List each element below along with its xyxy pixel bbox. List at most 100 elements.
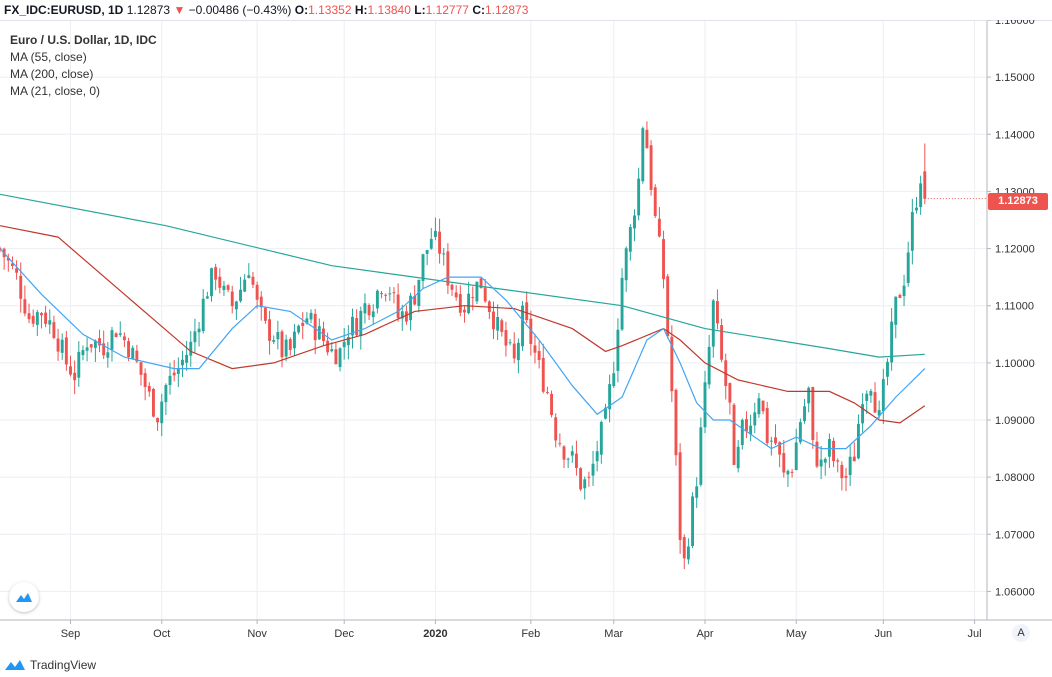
candle-body bbox=[865, 393, 869, 401]
candle-body bbox=[496, 317, 500, 331]
candle-body bbox=[342, 341, 346, 348]
candle-body bbox=[197, 328, 201, 333]
candle-body bbox=[284, 339, 288, 357]
candle-body bbox=[122, 336, 126, 341]
candle-body bbox=[230, 291, 234, 307]
x-tick-label: Nov bbox=[247, 628, 267, 640]
y-tick-label: 1.15000 bbox=[995, 72, 1035, 84]
candle-body bbox=[765, 408, 769, 444]
candle-body bbox=[56, 338, 60, 352]
close-value: 1.12873 bbox=[484, 3, 529, 17]
legend-title[interactable]: Euro / U.S. Dollar, 1D, IDC bbox=[10, 33, 157, 47]
candle-body bbox=[798, 422, 802, 443]
candle-body bbox=[222, 285, 226, 291]
candle-body bbox=[749, 425, 753, 435]
candle-body bbox=[910, 212, 914, 251]
open-label: O: bbox=[294, 3, 309, 17]
candle-body bbox=[736, 446, 740, 469]
low-value: 1.12777 bbox=[425, 3, 469, 17]
candle-body bbox=[305, 318, 309, 324]
candle-body bbox=[467, 293, 471, 314]
candle-body bbox=[15, 268, 19, 273]
footer-brand[interactable]: TradingView bbox=[4, 655, 96, 675]
candle-body bbox=[259, 296, 263, 308]
candle-body bbox=[143, 373, 147, 387]
candle-body bbox=[774, 437, 777, 444]
y-tick-label: 1.10000 bbox=[995, 358, 1035, 370]
tradingview-logo-button[interactable] bbox=[9, 582, 39, 612]
x-tick-label: May bbox=[786, 628, 807, 640]
candle-body bbox=[919, 183, 923, 208]
candle-body bbox=[720, 325, 724, 360]
candle-body bbox=[699, 427, 703, 485]
candle-body bbox=[504, 330, 508, 346]
candle-body bbox=[599, 421, 603, 455]
candle-body bbox=[848, 456, 852, 476]
candle-body bbox=[23, 299, 27, 314]
y-tick-label: 1.11000 bbox=[995, 301, 1034, 313]
tradingview-brand-icon bbox=[5, 660, 25, 670]
candle-body bbox=[425, 250, 429, 254]
candle-body bbox=[662, 239, 665, 280]
candle-body bbox=[886, 361, 889, 377]
candle-body bbox=[60, 339, 64, 353]
candle-body bbox=[214, 267, 218, 280]
y-tick-label: 1.09000 bbox=[995, 415, 1035, 427]
high-label: H: bbox=[354, 3, 368, 17]
candle-body bbox=[363, 303, 367, 314]
candle-body bbox=[81, 350, 85, 356]
symbol-name[interactable]: FX_IDC:EURUSD, 1D bbox=[4, 3, 124, 17]
candle-body bbox=[135, 350, 139, 362]
candle-body bbox=[438, 231, 442, 254]
candle-body bbox=[189, 341, 193, 356]
candle-body bbox=[110, 330, 114, 350]
candle-body bbox=[612, 373, 616, 387]
price-chart[interactable]: 1.06000 1.07000 1.08000 1.09000 1.10000 1.110… bbox=[0, 20, 1052, 655]
candle-body bbox=[52, 322, 56, 338]
auto-scale-button[interactable]: A bbox=[1012, 624, 1030, 642]
legend-ma21[interactable]: MA (21, close, 0) bbox=[10, 84, 101, 98]
candle-body bbox=[429, 238, 433, 249]
candle-body bbox=[869, 391, 873, 396]
candle-body bbox=[562, 446, 566, 460]
candle-body bbox=[492, 311, 495, 330]
candle-body bbox=[276, 332, 280, 340]
ma55-line bbox=[0, 225, 926, 424]
legend-ma55[interactable]: MA (55, close) bbox=[10, 50, 87, 64]
candle-body bbox=[827, 438, 831, 457]
x-tick-label: Oct bbox=[153, 628, 170, 640]
candle-body bbox=[915, 207, 918, 211]
candle-body bbox=[836, 460, 840, 462]
candle-body bbox=[570, 451, 574, 456]
candle-body bbox=[757, 398, 761, 415]
legend-ma200[interactable]: MA (200, close) bbox=[10, 67, 94, 81]
candle-body bbox=[881, 379, 885, 411]
x-tick-label: Jun bbox=[874, 628, 892, 640]
candle-body bbox=[396, 294, 400, 319]
candle-body bbox=[255, 284, 259, 300]
candle-body bbox=[309, 312, 313, 320]
candle-body bbox=[923, 171, 927, 199]
tradingview-icon bbox=[16, 593, 32, 602]
candle-body bbox=[35, 312, 39, 325]
candle-body bbox=[832, 440, 836, 462]
candle-body bbox=[93, 340, 97, 348]
candle-body bbox=[844, 475, 848, 478]
candle-body bbox=[27, 313, 31, 320]
candle-body bbox=[330, 349, 334, 352]
candle-body bbox=[657, 218, 661, 237]
candle-body bbox=[856, 423, 860, 459]
candle-body bbox=[890, 321, 894, 363]
candle-body bbox=[583, 479, 587, 489]
x-tick-label: 2020 bbox=[423, 628, 447, 640]
candle-body bbox=[118, 333, 122, 335]
candle-body bbox=[371, 311, 375, 318]
candle-body bbox=[521, 305, 524, 347]
candle-body bbox=[226, 285, 230, 290]
candle-body bbox=[794, 442, 798, 471]
candle-body bbox=[674, 389, 678, 456]
candle-body bbox=[786, 470, 790, 475]
brand-name: TradingView bbox=[30, 658, 97, 672]
candle-body bbox=[85, 347, 89, 351]
candle-body bbox=[819, 459, 823, 467]
